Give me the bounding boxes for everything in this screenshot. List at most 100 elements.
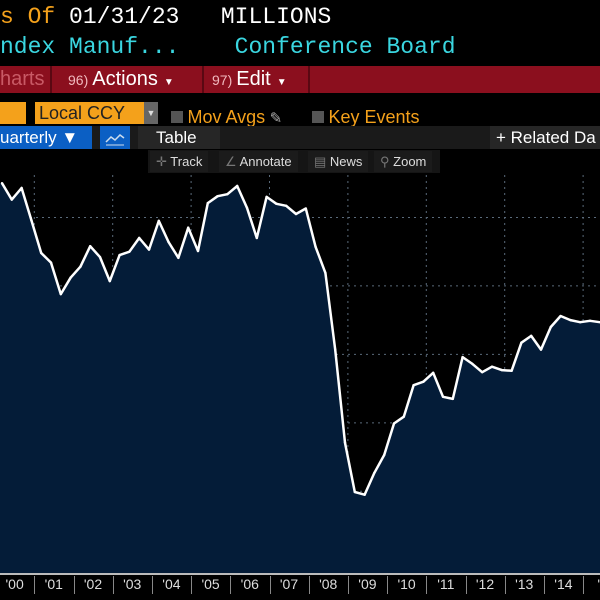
x-tick (73, 576, 75, 594)
x-tick-label: '05 (201, 576, 220, 592)
x-tick (269, 576, 271, 594)
edit-number: 97) (212, 72, 233, 88)
mov-avgs-label: Mov Avgs (187, 107, 266, 127)
data-point (294, 212, 298, 216)
as-of-line: s Of 01/31/23 MILLIONS (0, 4, 331, 30)
annotate-label: Annotate (239, 154, 292, 169)
data-point (451, 397, 454, 401)
annotate-icon: ∠ (225, 154, 237, 169)
magnifier-icon: ⚲ (380, 154, 390, 169)
data-point (206, 201, 209, 205)
data-point (412, 383, 415, 387)
data-point (579, 320, 582, 324)
data-point (314, 245, 317, 249)
checkbox-icon[interactable] (312, 111, 324, 123)
security-name: ndex Manuf... (0, 34, 180, 60)
data-point (10, 198, 13, 201)
data-point (147, 248, 151, 251)
x-tick-label: '10 (397, 576, 416, 592)
data-point (40, 251, 43, 255)
x-tick (387, 576, 389, 594)
actions-label: Actions (92, 68, 158, 90)
key-events-label: Key Events (328, 107, 420, 127)
x-tick-label: '02 (83, 576, 103, 592)
x-tick-label: '06 (240, 576, 259, 592)
news-button[interactable]: ▤ News (308, 151, 369, 172)
data-point (20, 186, 23, 190)
key-events-toggle[interactable]: Key Events (312, 107, 420, 128)
x-tick-label: '08 (319, 576, 338, 592)
data-point (343, 441, 347, 444)
source-label: Conference Board (234, 34, 456, 60)
currency-dropdown[interactable]: Local CCY (35, 102, 144, 124)
x-tick-label: '03 (123, 576, 142, 592)
x-tick (308, 576, 310, 594)
data-point (500, 368, 503, 372)
zoom-label: Zoom (393, 154, 427, 169)
crosshair-icon: ✛ (156, 154, 167, 169)
edit-label: Edit (236, 68, 271, 90)
edit-menu[interactable]: 97) Edit ▼ (204, 66, 310, 93)
as-of-date: 01/31/23 (69, 4, 180, 30)
line-chart-icon[interactable] (100, 126, 130, 149)
data-point (118, 253, 121, 257)
data-point (530, 334, 533, 338)
x-tick-label: '07 (279, 576, 299, 592)
pencil-icon[interactable]: ✎ (269, 110, 283, 127)
data-point (177, 256, 180, 260)
news-icon: ▤ (314, 154, 327, 169)
x-tick (543, 576, 545, 594)
track-button[interactable]: ✛ Track (150, 151, 209, 172)
data-point (471, 362, 474, 366)
x-tick-label: '04 (162, 576, 181, 592)
data-point (539, 348, 543, 351)
x-tick-label: '01 (44, 576, 63, 592)
data-point (79, 265, 82, 268)
table-button[interactable]: Table (138, 126, 220, 149)
x-tick-label: '09 (358, 576, 377, 592)
menu-bar: harts 96) Actions ▼ 97) Edit ▼ (0, 66, 600, 93)
data-point (49, 261, 53, 264)
units-label: MILLIONS (220, 4, 332, 30)
x-tick (230, 576, 232, 594)
data-point (285, 204, 288, 208)
x-tick (151, 576, 153, 594)
data-point (138, 236, 141, 240)
data-point (334, 348, 337, 351)
x-tick (34, 576, 36, 594)
data-point (353, 490, 356, 494)
mov-avgs-toggle[interactable]: Mov Avgs ✎ (171, 107, 282, 128)
data-point (226, 192, 229, 196)
chevron-down-icon: ▼ (163, 77, 174, 88)
zoom-button[interactable]: ⚲ Zoom (374, 151, 433, 172)
x-tick (465, 576, 467, 594)
series-line (0, 182, 600, 496)
data-point (383, 453, 386, 457)
periodicity-dropdown[interactable]: uarterly ▼ (0, 126, 92, 149)
data-point (363, 493, 366, 496)
checkbox-icon[interactable] (171, 111, 183, 123)
charts-menu[interactable]: harts (0, 66, 52, 93)
x-tick (504, 576, 506, 594)
related-data-button[interactable]: + Related Da (490, 126, 600, 149)
chevron-down-icon: ▼ (276, 77, 287, 88)
news-label: News (329, 154, 363, 169)
actions-menu[interactable]: 96) Actions ▼ (60, 66, 204, 93)
data-point (549, 325, 552, 329)
data-point (30, 218, 33, 222)
data-point (265, 195, 268, 199)
x-tick (347, 576, 349, 594)
data-point (373, 471, 376, 474)
data-point (490, 365, 494, 368)
x-tick-label: '11 (437, 576, 455, 592)
data-point (89, 244, 92, 248)
data-point (275, 202, 278, 205)
chevron-down-icon[interactable]: ▼ (144, 102, 158, 124)
actions-number: 96) (68, 72, 89, 88)
field-dropdown[interactable] (0, 102, 26, 124)
as-of-label: s Of (0, 4, 56, 30)
data-point (167, 240, 170, 244)
annotate-button[interactable]: ∠ Annotate (219, 151, 298, 172)
track-label: Track (170, 154, 203, 169)
